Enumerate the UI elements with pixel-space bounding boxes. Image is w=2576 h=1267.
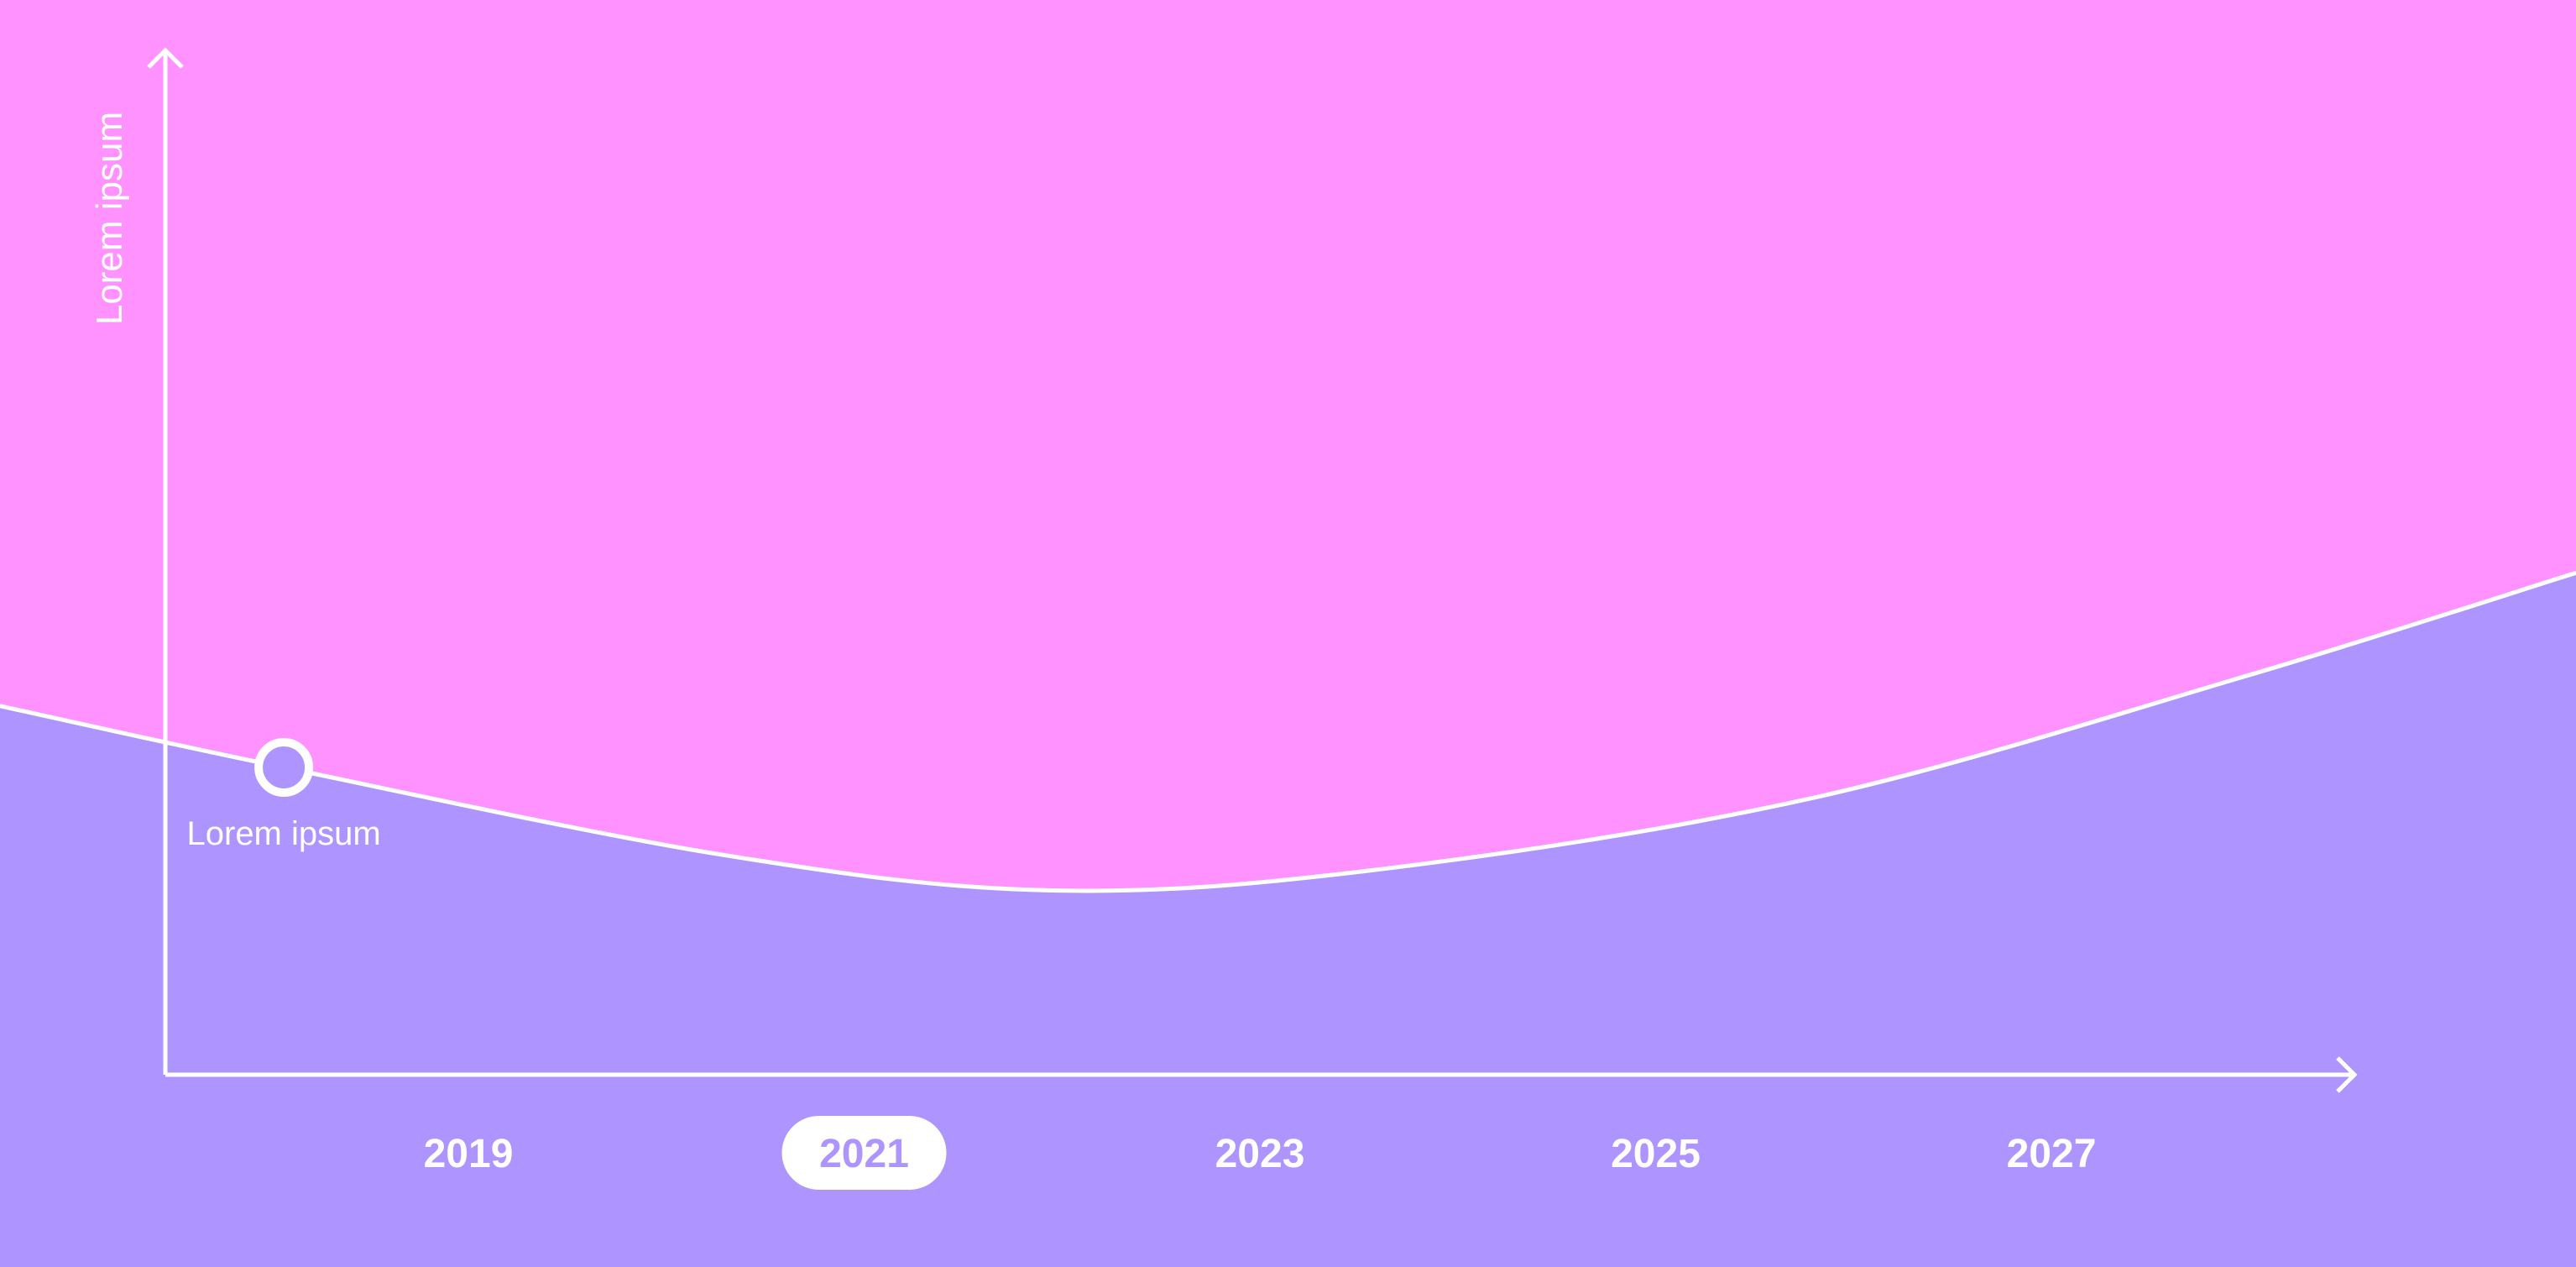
x-tick-2027[interactable]: 2027 bbox=[2007, 1132, 2097, 1176]
x-tick-2019[interactable]: 2019 bbox=[424, 1132, 514, 1176]
x-tick-label: 2021 bbox=[819, 1132, 909, 1176]
highlight-point: Lorem ipsum bbox=[187, 738, 381, 852]
x-axis bbox=[165, 1056, 2358, 1093]
x-tick-label: 2019 bbox=[424, 1132, 514, 1176]
series-line bbox=[0, 570, 2576, 893]
y-axis bbox=[147, 47, 184, 1075]
x-tick-label: 2027 bbox=[2007, 1132, 2097, 1176]
x-tick-2021[interactable]: 2021 bbox=[781, 1116, 947, 1190]
area-fill bbox=[0, 573, 2576, 1267]
selected-tick-pill[interactable] bbox=[781, 1116, 947, 1190]
x-tick-labels: 2019 2021 2023 2025 2027 bbox=[424, 1116, 2097, 1190]
x-tick-label: 2023 bbox=[1215, 1132, 1305, 1176]
x-tick-2023[interactable]: 2023 bbox=[1215, 1132, 1305, 1176]
highlight-label: Lorem ipsum bbox=[187, 815, 381, 852]
y-axis-title: Lorem ipsum bbox=[89, 112, 130, 325]
x-tick-2025[interactable]: 2025 bbox=[1611, 1132, 1701, 1176]
highlight-marker[interactable] bbox=[254, 738, 314, 797]
x-axis-arrow-icon bbox=[2336, 1056, 2358, 1093]
x-tick-label: 2025 bbox=[1611, 1132, 1701, 1176]
y-axis-arrow-icon bbox=[147, 47, 184, 69]
